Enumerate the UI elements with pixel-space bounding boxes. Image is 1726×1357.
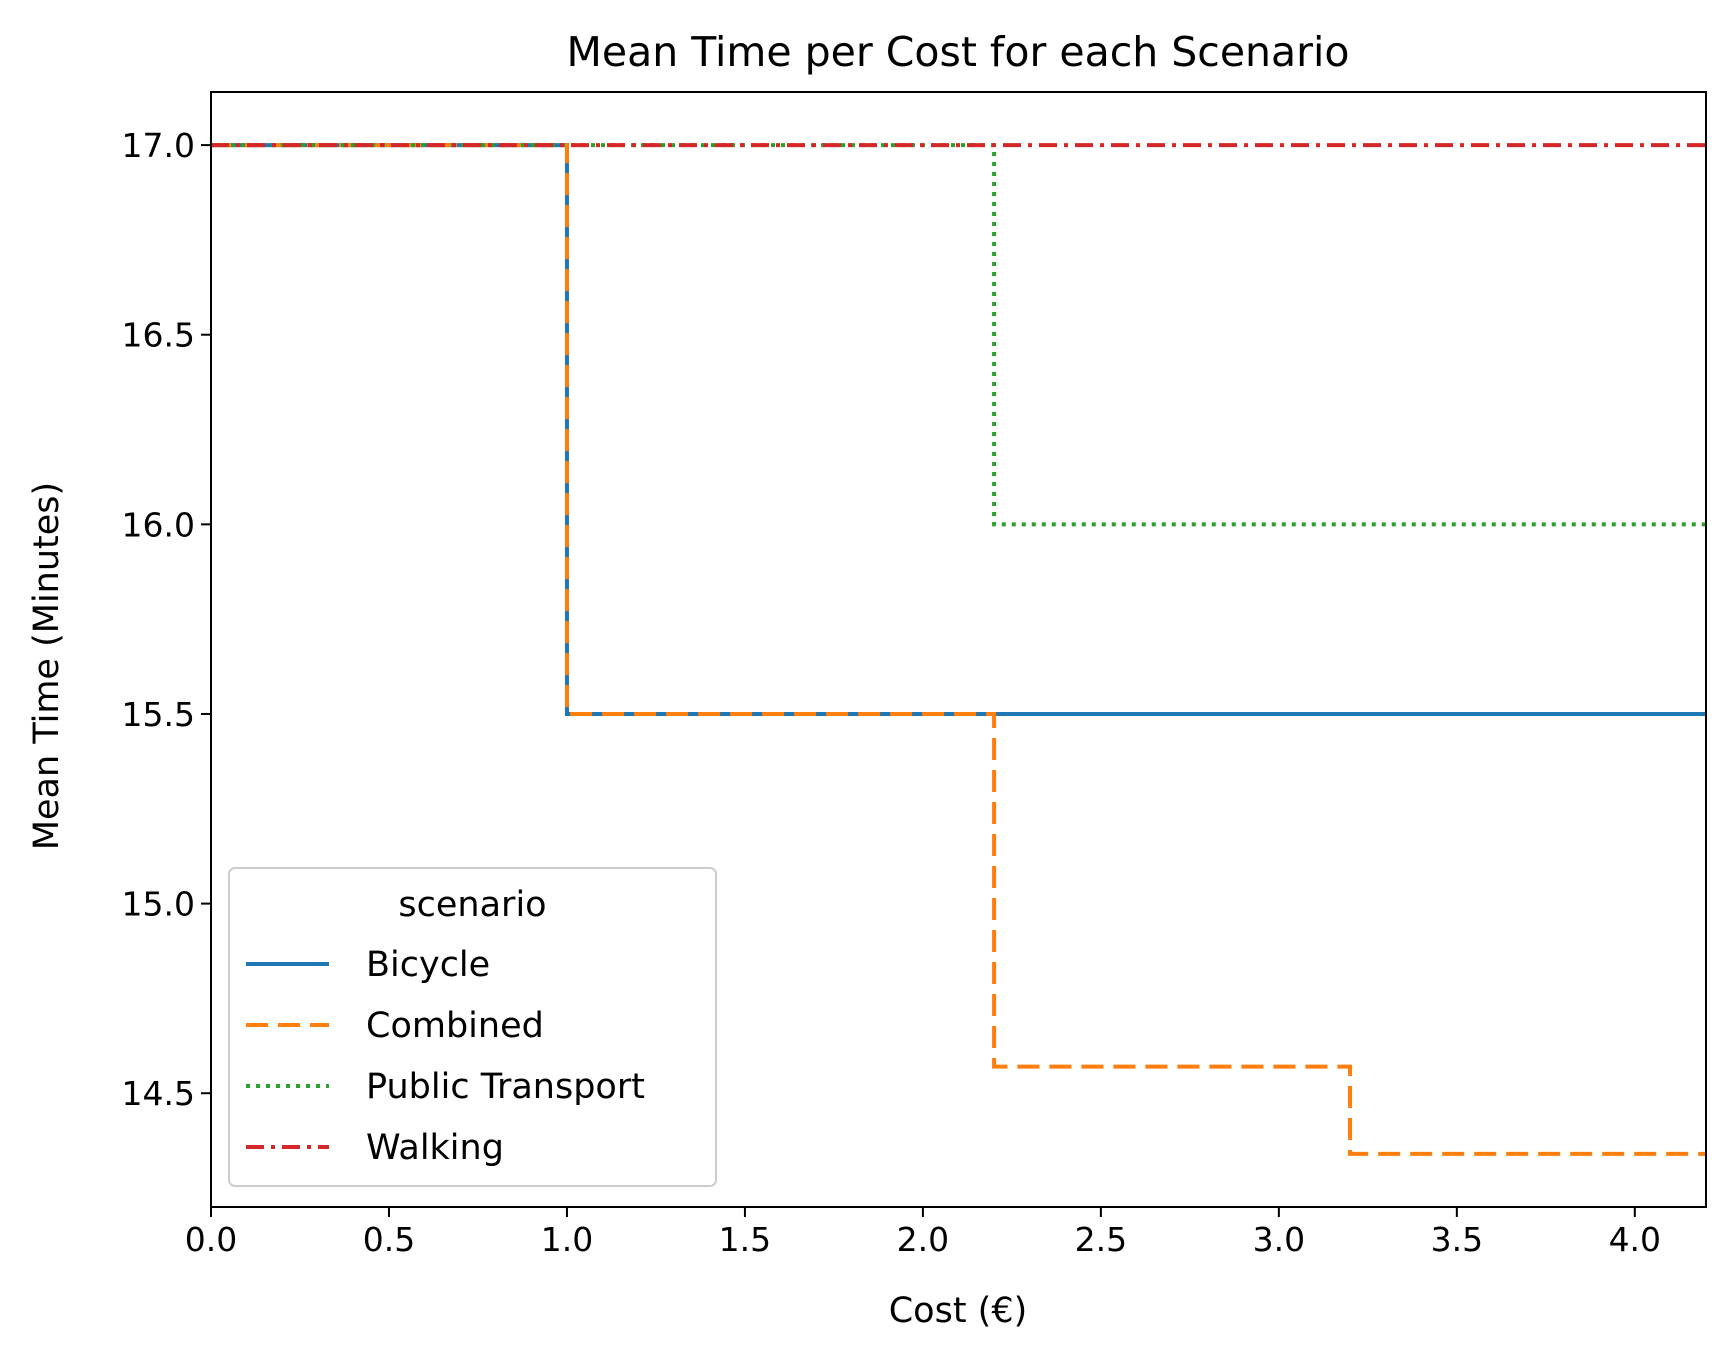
y-tick-label: 15.0 bbox=[122, 885, 195, 924]
x-tick-label: 2.5 bbox=[1075, 1220, 1127, 1259]
plot-layer: 0.0 0.5 1.0 1.5 2.0 2.5 3.0 3.5 4.0 14.5 15.0 15.5 1… bbox=[122, 91, 1707, 1259]
legend-title: scenario bbox=[398, 885, 546, 925]
series-line-combined bbox=[211, 143, 1706, 1156]
x-axis-label: Cost (€) bbox=[889, 1291, 1028, 1331]
y-tick-label: 14.5 bbox=[122, 1074, 195, 1113]
x-tick-label: 0.0 bbox=[185, 1220, 237, 1259]
x-tick-label: 3.5 bbox=[1431, 1220, 1483, 1259]
x-tick-label: 2.0 bbox=[897, 1220, 949, 1259]
y-tick-label: 17.0 bbox=[122, 126, 195, 165]
y-tick-label: 16.0 bbox=[122, 505, 195, 544]
y-axis-label: Mean Time (Minutes) bbox=[27, 482, 67, 850]
legend-label-public-transport: Public Transport bbox=[366, 1067, 645, 1107]
x-tick-label: 0.5 bbox=[363, 1220, 415, 1259]
legend: scenario Bicycle Combined Public Transport W… bbox=[228, 867, 717, 1187]
x-tick-label: 3.0 bbox=[1253, 1220, 1305, 1259]
legend-box bbox=[228, 867, 717, 1187]
plot-frame bbox=[210, 91, 1707, 1208]
x-tick-label: 1.0 bbox=[541, 1220, 593, 1259]
legend-label-combined: Combined bbox=[366, 1006, 544, 1046]
y-tick-label: 16.5 bbox=[122, 316, 195, 355]
y-tick-label: 15.5 bbox=[122, 695, 195, 734]
x-tick-label: 1.5 bbox=[719, 1220, 771, 1259]
legend-label-bicycle: Bicycle bbox=[366, 945, 490, 985]
series-line-public-transport bbox=[211, 143, 1706, 527]
x-tick-label: 4.0 bbox=[1609, 1220, 1661, 1259]
legend-label-walking: Walking bbox=[366, 1128, 504, 1168]
chart-title: Mean Time per Cost for each Scenario bbox=[567, 28, 1350, 76]
